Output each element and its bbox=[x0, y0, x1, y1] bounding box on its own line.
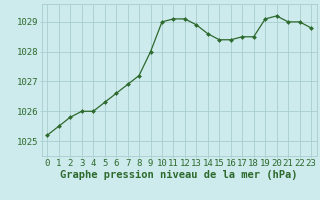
X-axis label: Graphe pression niveau de la mer (hPa): Graphe pression niveau de la mer (hPa) bbox=[60, 170, 298, 180]
